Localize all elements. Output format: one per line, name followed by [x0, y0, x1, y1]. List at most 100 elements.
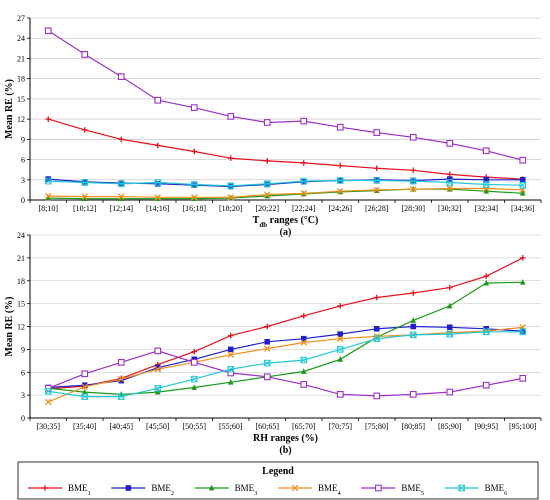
- data-point: [482, 381, 490, 389]
- data-point: [336, 391, 344, 398]
- data-point: [227, 183, 234, 190]
- data-point: [446, 185, 454, 192]
- data-point: [337, 331, 344, 337]
- data-point: [191, 148, 198, 155]
- series-line: [48, 179, 523, 187]
- legend-label-base: BME: [401, 483, 421, 493]
- data-point: [373, 176, 380, 183]
- data-point: [45, 176, 52, 182]
- x-tick-label: [14;16]: [146, 204, 170, 213]
- data-point: [373, 165, 380, 172]
- legend-label: BME4: [318, 483, 342, 497]
- y-tick-label: 0: [21, 414, 25, 423]
- data-point: [519, 279, 526, 285]
- data-point: [446, 302, 453, 309]
- legend-label: BME5: [401, 483, 424, 497]
- data-point: [44, 177, 52, 185]
- data-point: [410, 290, 417, 296]
- chart-caption: (b): [279, 445, 291, 456]
- x-axis-label-sub: db: [259, 221, 267, 229]
- legend-label-sub: 5: [421, 490, 424, 497]
- legend-label-sub: 4: [338, 490, 342, 497]
- data-point: [373, 392, 381, 400]
- data-point: [45, 194, 52, 201]
- data-point: [44, 27, 52, 35]
- x-tick-label: [34;36]: [511, 204, 535, 213]
- y-tick-label: 0: [21, 196, 25, 205]
- data-point: [483, 273, 490, 279]
- x-tick-label: [50;55]: [182, 422, 206, 431]
- y-tick-label: 24: [17, 34, 25, 43]
- legend-label-base: BME: [318, 483, 338, 493]
- x-tick-label: [24;26]: [328, 204, 352, 213]
- legend-entry-BME2: BME2: [111, 483, 174, 497]
- data-point: [191, 384, 198, 390]
- data-point: [81, 382, 88, 389]
- data-point: [410, 177, 417, 184]
- data-point: [410, 167, 417, 174]
- y-tick-label: 9: [21, 135, 25, 144]
- data-point: [446, 171, 453, 178]
- data-point: [336, 187, 344, 195]
- data-point: [373, 186, 381, 194]
- data-point: [263, 373, 271, 381]
- data-point: [227, 351, 235, 358]
- data-point: [482, 181, 490, 188]
- legend-label-base: BME: [68, 483, 88, 493]
- legend-marker: [291, 484, 299, 492]
- chart-a: 0 3 6 9 12 15 18 21 24 27 [8;10] [10;12] [12;14] [14;…: [4, 14, 542, 238]
- y-tick-label: 3: [21, 176, 25, 185]
- y-axis-label: Mean RE (%): [4, 297, 15, 357]
- data-point: [154, 179, 162, 186]
- x-tick-label: [30;32]: [438, 204, 462, 213]
- data-point: [264, 158, 271, 164]
- x-tick-label: [20;22]: [255, 204, 279, 213]
- data-point: [519, 156, 527, 164]
- data-point: [373, 177, 381, 184]
- series-line: [48, 281, 523, 396]
- data-point: [300, 177, 308, 185]
- data-point: [191, 195, 198, 202]
- y-tick-label: 3: [21, 391, 25, 400]
- y-tick-label: 9: [21, 345, 25, 354]
- data-point: [446, 140, 454, 147]
- data-point: [336, 335, 344, 342]
- data-point: [373, 325, 380, 332]
- data-point: [264, 323, 271, 330]
- data-point: [446, 179, 454, 186]
- x-tick-label: [65;70]: [292, 422, 316, 431]
- series-line: [47, 30, 523, 161]
- data-point: [337, 356, 344, 362]
- series-BME6: [44, 177, 527, 190]
- legend-title: Legend: [262, 466, 294, 477]
- y-tick-label: 18: [17, 75, 25, 84]
- data-point: [154, 194, 162, 201]
- data-point: [336, 346, 344, 353]
- x-tick-label: [10;12]: [73, 204, 97, 213]
- data-point: [117, 393, 125, 400]
- y-tick-label: 21: [17, 254, 25, 263]
- x-tick-label: [22;24]: [292, 204, 316, 213]
- legend-marker: [458, 484, 465, 492]
- legend-marker: [208, 484, 215, 491]
- x-tick-label: [55;60]: [219, 422, 243, 431]
- data-point: [300, 313, 307, 319]
- data-point: [482, 147, 490, 155]
- data-point: [154, 364, 161, 371]
- data-point: [227, 365, 235, 373]
- legend-label-base: BME: [485, 483, 505, 493]
- y-tick-label: 18: [17, 277, 25, 286]
- x-tick-label: [28;30]: [401, 204, 425, 213]
- x-axis-label: Tdb ranges (°C): [253, 215, 319, 229]
- data-point: [446, 176, 453, 182]
- data-point: [118, 195, 125, 202]
- series-BME5: [44, 27, 527, 164]
- data-point: [227, 194, 235, 201]
- data-point: [81, 195, 88, 202]
- data-point: [44, 192, 52, 200]
- data-point: [300, 117, 308, 125]
- legend-entry-BME4: BME4: [278, 483, 342, 497]
- data-point: [81, 179, 89, 186]
- data-point: [300, 189, 308, 197]
